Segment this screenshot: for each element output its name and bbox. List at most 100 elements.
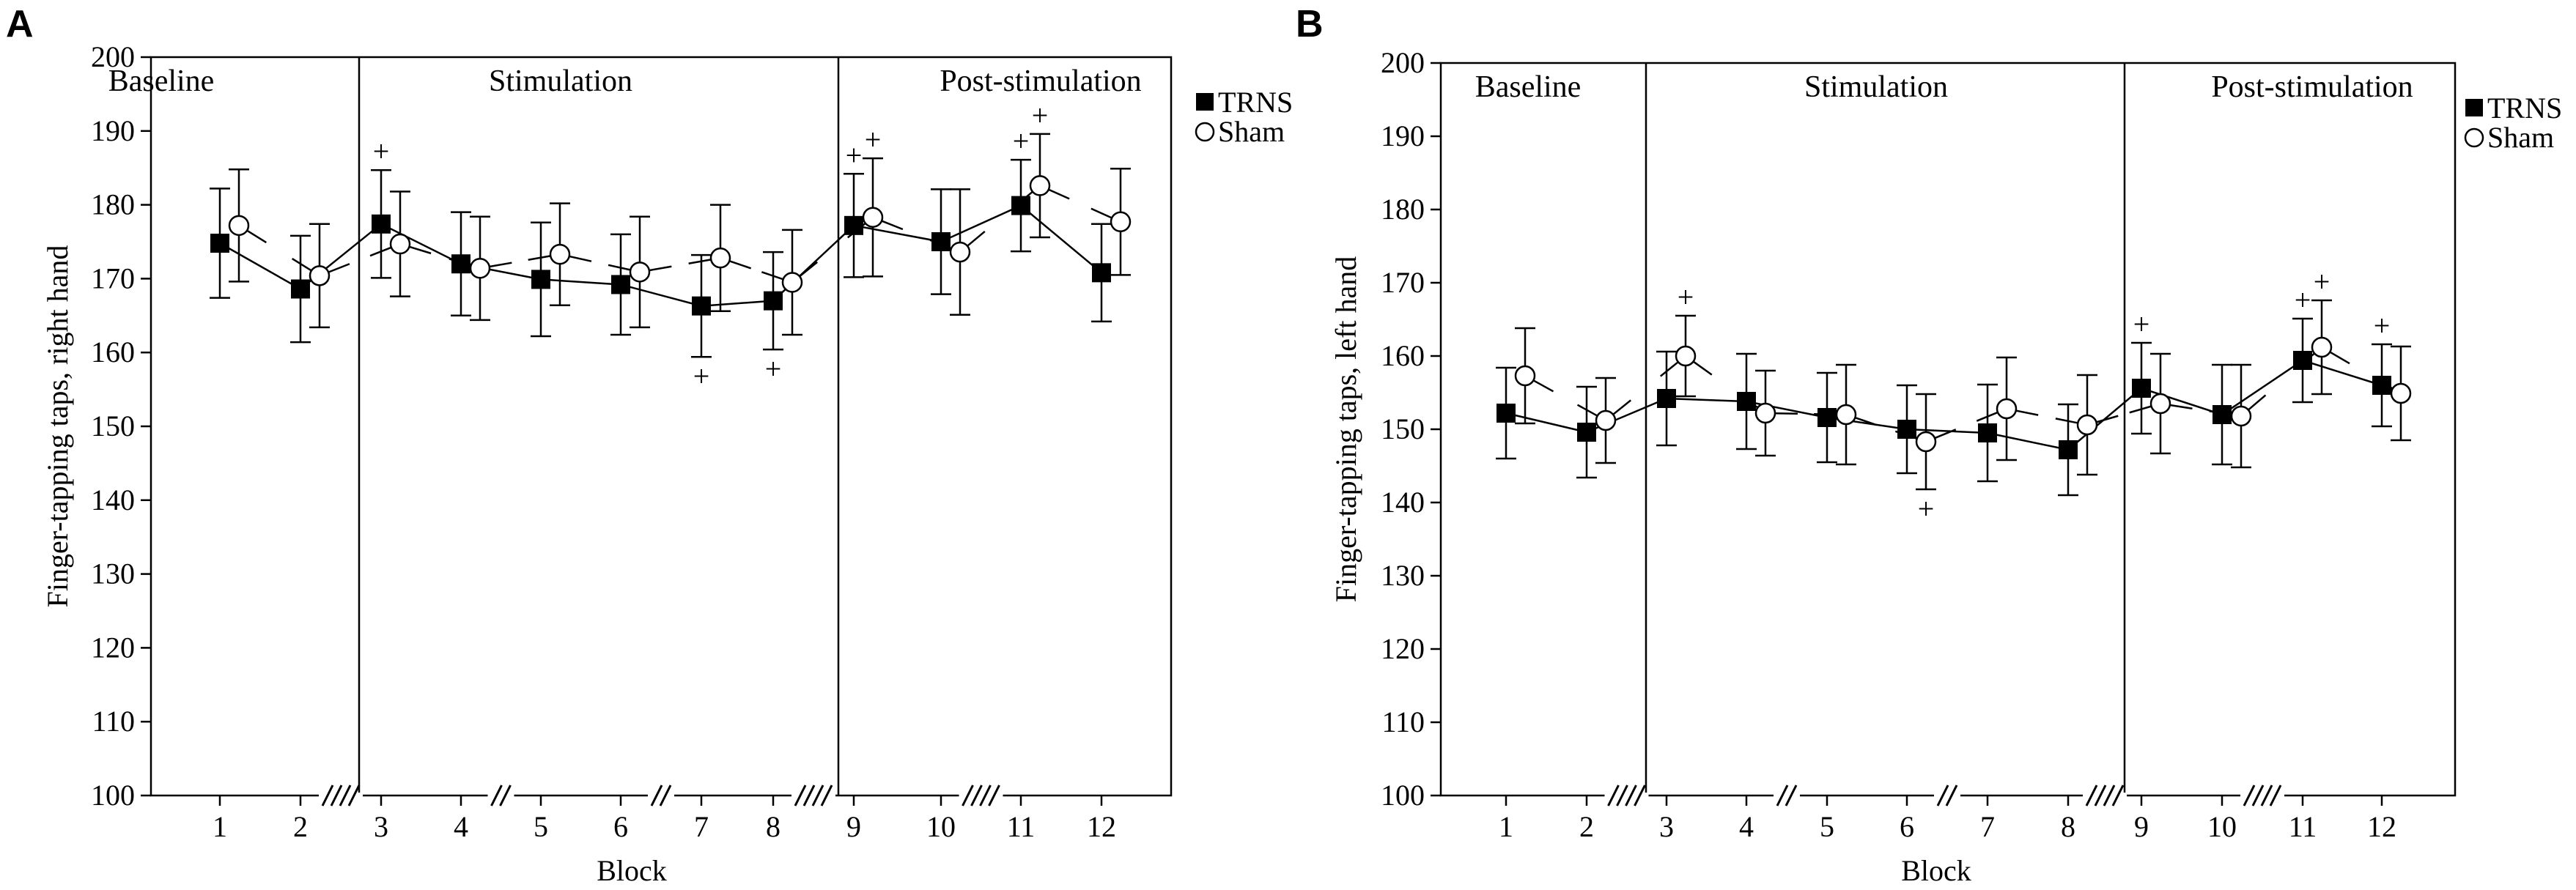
sham-line-segment [2209,410,2232,416]
sham-point [1915,431,1937,453]
x-tick-label: 10 [926,810,956,843]
sham-line-segment [1854,416,1878,426]
axis-break-mark [490,785,503,806]
phase-label: Baseline [108,64,215,98]
sham-line-segment [929,239,952,250]
y-tick-label: 110 [92,705,135,738]
x-tick-label: 6 [613,810,628,843]
sham-line-segment [967,231,986,247]
sham-point [1029,175,1051,196]
trns-point [291,279,310,299]
phase-label: Stimulation [489,64,632,98]
sham-line-segment [489,262,512,268]
axis-break-mark [962,785,974,806]
sham-line-segment [528,255,551,261]
axis-break-gap [1604,793,1649,798]
x-tick-label: 1 [213,810,227,843]
axis-break-gap [487,793,514,798]
phase-label: Post-stimulation [940,64,1141,98]
sham-line-segment [2015,409,2039,416]
plot-frame [150,56,1173,797]
axis-break-mark [2251,785,2265,806]
trns-point [1496,404,1516,423]
sham-significance-plus: + [1678,281,1694,314]
sham-line-segment [608,264,631,271]
x-axis-title: Block [597,854,667,887]
sham-point [389,233,411,255]
legend-sham-marker [1195,122,1215,142]
legend-label: Sham [1218,115,1285,148]
y-tick-label: 200 [91,40,135,73]
trns-significance-plus: + [846,138,863,171]
y-tick-label: 160 [1381,339,1425,372]
sham-point [1595,409,1617,431]
sham-line-segment [1090,207,1112,219]
trns-point [210,234,229,253]
sham-line-segment [569,255,592,262]
sham-line-segment [881,220,904,231]
sham-point [469,258,491,279]
trns-line [219,204,1102,307]
axis-break-mark [802,785,816,806]
sham-line-segment [649,265,672,272]
sham-line-segment [761,271,784,281]
sham-point [309,265,331,286]
x-tick-label: 12 [1087,810,1116,843]
y-tick-label: 190 [91,114,135,147]
sham-line-segment [728,260,752,270]
x-tick-label: 3 [374,810,388,843]
sham-line-segment [246,229,267,244]
axis-break-mark [339,785,352,806]
axis-break-gap [2240,793,2284,798]
sham-line-segment [1612,399,1632,415]
trns-significance-plus: + [693,360,710,393]
y-tick-label: 140 [91,483,135,516]
trns-significance-plus: + [373,135,390,168]
sham-point [862,207,884,228]
sham-line-segment [1738,393,1759,409]
trns-significance-plus: + [765,352,782,385]
sham-line-segment [1532,379,1554,393]
sham-line-segment [688,259,712,264]
sham-significance-plus: + [1032,99,1049,132]
legend-trns-marker [1196,93,1214,111]
trns-point [1817,408,1837,427]
x-tick-label: 7 [694,810,709,843]
y-tick-label: 180 [91,188,135,221]
trns-point [2059,440,2078,459]
axis-break-gap [648,793,674,798]
y-tick-label: 140 [1381,486,1425,519]
sham-point [2076,414,2098,436]
panel-b: B Baseline Stimulation Post-stimulation 100 1… [1296,3,2562,887]
axis-break-mark [2094,785,2107,806]
sham-line-segment [291,258,312,272]
legend-trns-marker [2465,99,2483,116]
axis-break-mark [2243,785,2256,806]
y-tick-label: 110 [1381,705,1425,738]
sham-line-segment [1894,430,1918,440]
axis-break-mark [1785,785,1798,806]
sham-point [1675,345,1697,367]
axis-break-gap [1934,793,1960,798]
sham-line-segment [2129,405,2152,414]
panel-a: A Baseline Stimulation Post-stimulation 100 1… [6,3,1293,887]
trns-point [2293,351,2312,370]
x-tick-label: 8 [766,810,780,843]
sham-line-segment [846,222,866,239]
legend-sham-marker [2464,127,2484,148]
axis-break-gap [1774,793,1800,798]
sham-line-segment [1692,360,1713,376]
x-tick-label: 11 [1007,810,1036,843]
sham-line-segment [1976,411,1999,422]
x-tick-label: 8 [2061,810,2075,843]
axis-break-mark [794,785,807,806]
sham-point [709,247,731,269]
sham-line-segment [1048,188,1070,200]
axis-break-mark [321,785,334,806]
y-axis-title: Finger-tapping taps, left hand [1329,256,1362,602]
axis-break-mark [2085,785,2098,806]
y-tick-label: 150 [91,409,135,442]
y-tick-label: 130 [1381,559,1425,592]
sham-line-segment [2329,351,2350,365]
y-tick-label: 120 [91,631,135,664]
